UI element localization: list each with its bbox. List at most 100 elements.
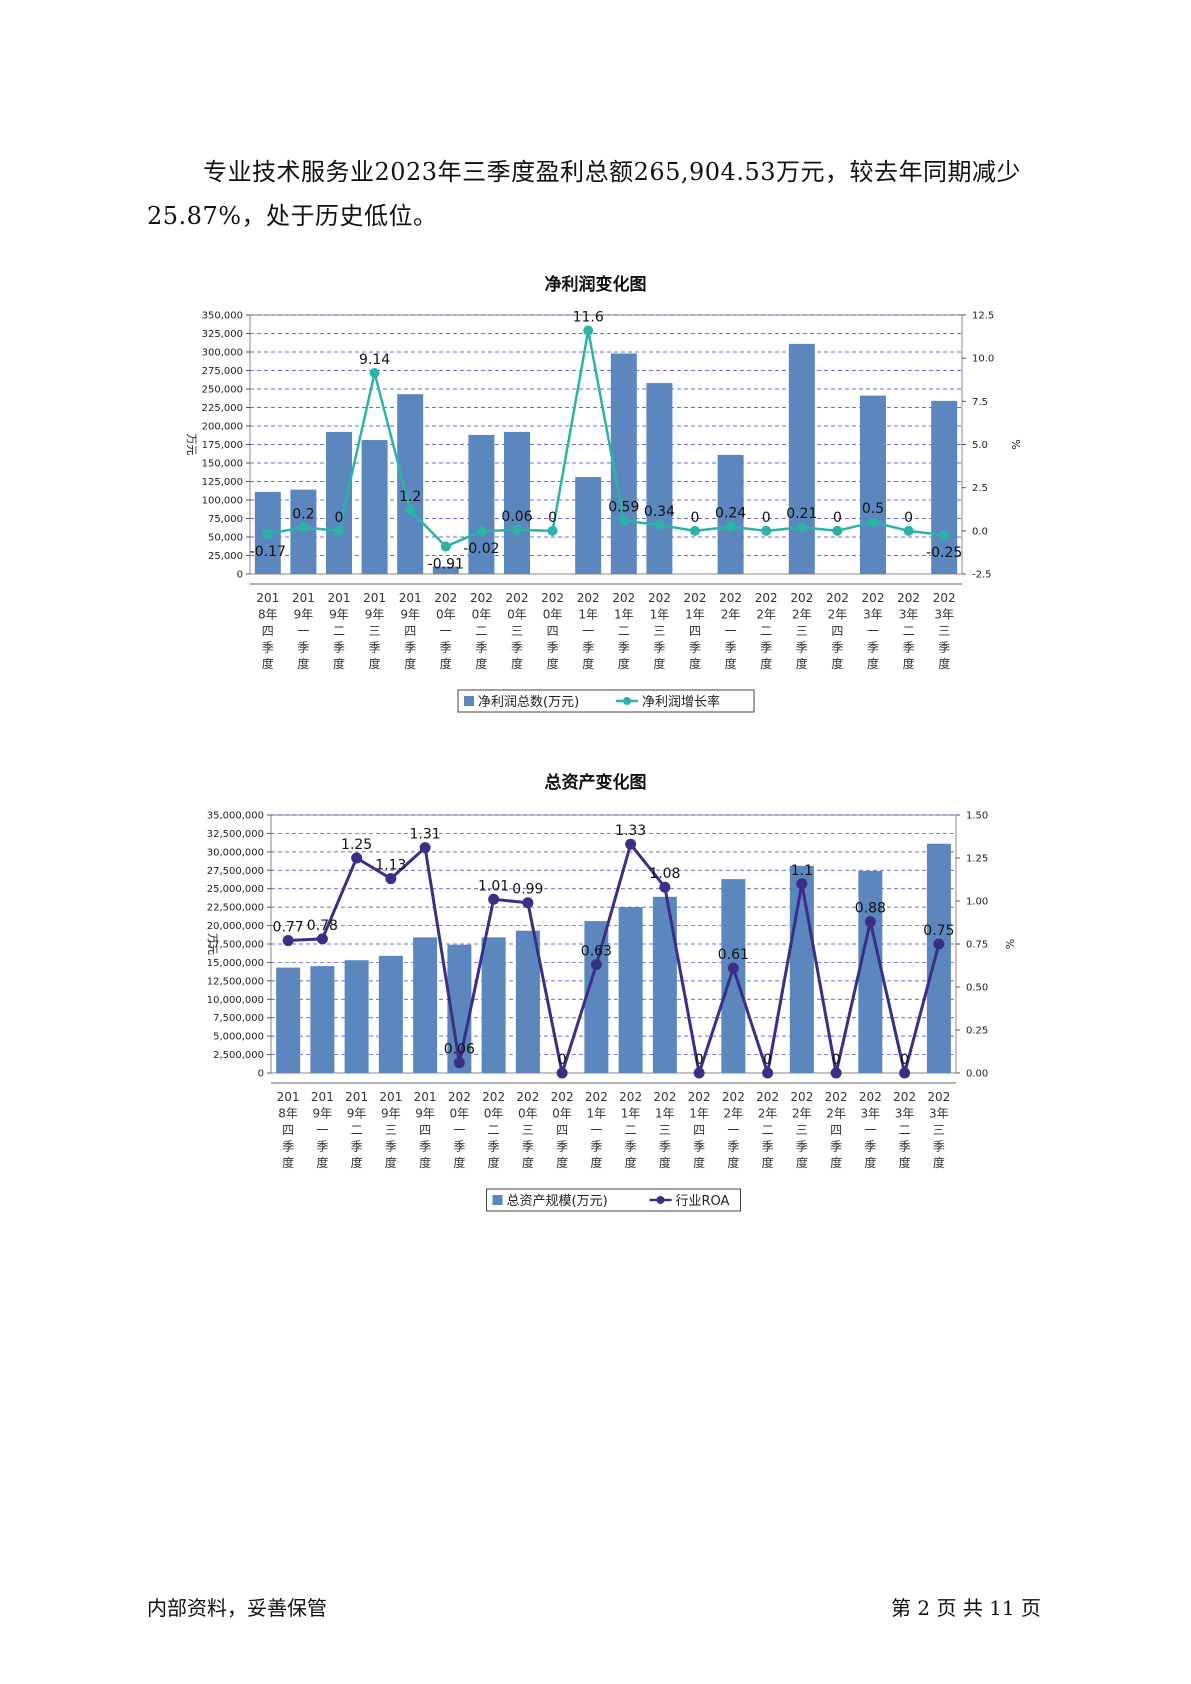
x-tick-label: 1年	[650, 608, 670, 622]
x-tick-label: 二	[351, 1123, 363, 1137]
x-tick-label: 二	[762, 1123, 774, 1137]
y-left-tick-label: 32,500,000	[207, 829, 264, 840]
chart2-title: 总资产变化图	[544, 773, 647, 793]
x-tick-label: 季	[404, 641, 416, 655]
x-tick-label: 9年	[415, 1107, 435, 1121]
x-tick-label: 度	[556, 1155, 568, 1170]
y-left-tick-label: 10,000,000	[207, 995, 264, 1006]
line-series	[267, 329, 945, 548]
x-tick-label: 度	[419, 1155, 431, 1170]
data-label: 0.59	[608, 500, 639, 516]
x-tick-label: 度	[693, 1155, 705, 1170]
x-tick-label: 季	[385, 1140, 397, 1154]
y-left-tick-label: 2,500,000	[213, 1050, 264, 1061]
x-tick-label: 季	[867, 641, 879, 655]
bar	[481, 937, 506, 1073]
x-tick-label: 季	[522, 1140, 534, 1154]
footer-page-number: 第 2 页 共 11 页	[891, 1596, 1041, 1620]
data-label: 1.13	[375, 858, 406, 874]
line-point	[654, 519, 665, 530]
x-tick-label: 202	[862, 591, 885, 605]
x-tick-label: 度	[385, 1155, 397, 1170]
x-tick-label: 201	[379, 1090, 402, 1104]
bar	[931, 400, 958, 574]
x-tick-label: 0年	[450, 1107, 470, 1121]
data-label: 0	[558, 1052, 567, 1068]
data-label: -0.91	[428, 557, 464, 573]
line-point	[618, 515, 629, 526]
bar	[378, 955, 403, 1073]
line-point	[369, 368, 380, 379]
x-tick-label: 度	[262, 656, 274, 671]
x-tick-label: 202	[826, 591, 849, 605]
y-left-tick-label: 7,500,000	[213, 1013, 264, 1024]
x-tick-label: 季	[830, 1140, 842, 1154]
data-label: -0.02	[463, 541, 499, 557]
x-tick-label: 0年	[472, 608, 492, 622]
x-tick-label: 9年	[347, 1107, 367, 1121]
x-tick-label: 度	[369, 656, 381, 671]
y-right-tick-label: 10.0	[972, 354, 994, 365]
x-tick-label: 度	[511, 656, 523, 671]
line-point	[868, 517, 878, 528]
x-tick-label: 三	[938, 624, 950, 638]
legend-line-marker	[656, 1196, 665, 1204]
x-tick-label: 三	[796, 624, 808, 638]
data-label: 0.06	[501, 509, 532, 525]
x-tick-label: 四	[689, 624, 701, 638]
y-left-tick-label: 25,000	[208, 551, 243, 562]
x-tick-label: 度	[830, 1155, 842, 1170]
y-left-tick-label: 250,000	[202, 385, 243, 396]
x-tick-label: 2年	[756, 608, 776, 622]
data-label: 0.88	[855, 901, 886, 917]
x-tick-label: 3年	[929, 1107, 949, 1121]
line-point	[933, 938, 945, 950]
y-left-tick-label: 300,000	[202, 348, 243, 359]
x-tick-label: 3年	[895, 1107, 915, 1121]
x-tick-label: 2年	[828, 608, 848, 622]
data-label: 0.75	[923, 923, 954, 939]
x-tick-label: 1年	[621, 1107, 641, 1121]
x-tick-label: 三	[796, 1123, 808, 1137]
x-tick-label: 一	[867, 624, 879, 638]
bar	[468, 434, 495, 574]
x-tick-label: 202	[434, 591, 457, 605]
x-tick-label: 1年	[655, 1107, 675, 1121]
y-left-tick-label: 20,000,000	[207, 921, 264, 932]
x-tick-label: 一	[582, 624, 594, 638]
y-left-tick-label: 75,000	[208, 514, 243, 525]
line-point	[298, 522, 309, 533]
y-left-tick-label: 25,000,000	[207, 884, 264, 895]
legend-bar-label: 总资产规模(万元)	[507, 1194, 608, 1209]
data-label: 0.06	[444, 1042, 475, 1058]
y-left-tick-label: 100,000	[202, 496, 243, 507]
line-point	[547, 525, 558, 536]
x-tick-label: 8年	[278, 1107, 298, 1121]
x-tick-label: 四	[830, 1123, 842, 1137]
x-tick-label: 四	[547, 624, 559, 638]
line-point	[625, 838, 637, 850]
x-tick-label: 度	[333, 656, 345, 671]
x-tick-label: 四	[556, 1123, 568, 1137]
x-tick-label: 3年	[934, 608, 954, 622]
line-point	[690, 525, 700, 536]
x-tick-label: 202	[927, 1090, 950, 1104]
x-tick-label: 0年	[507, 608, 527, 622]
bar	[515, 930, 540, 1073]
y-left-tick-label: 50,000	[208, 533, 243, 544]
x-tick-label: 度	[659, 1155, 671, 1170]
x-tick-label: 2年	[792, 1107, 812, 1121]
data-label: 0.99	[512, 882, 543, 898]
x-tick-label: 2年	[826, 1107, 846, 1121]
line-point	[725, 521, 736, 532]
y-left-tick-label: 22,500,000	[207, 903, 264, 914]
x-tick-label: 202	[470, 591, 493, 605]
x-tick-label: 二	[475, 624, 487, 638]
x-tick-label: 季	[511, 641, 523, 655]
x-tick-label: 0年	[518, 1107, 538, 1121]
x-tick-label: 一	[297, 624, 309, 638]
data-label: 0.63	[581, 944, 612, 960]
data-label: 0	[900, 1052, 909, 1068]
y-left-tick-label: 27,500,000	[207, 866, 264, 877]
data-label: 0.34	[644, 504, 675, 520]
